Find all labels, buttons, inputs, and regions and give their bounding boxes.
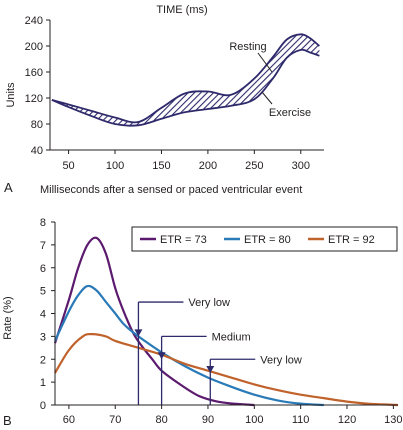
panel-b-legend: ETR = 73 ETR = 80 ETR = 92 [131, 226, 398, 252]
panel-b-y-axis-label: Rate (%) [2, 296, 14, 339]
legend-label-2: ETR = 92 [328, 234, 375, 246]
panel-b-y-tick-label: 1 [40, 377, 46, 389]
panel-b-y-tick-label: 7 [40, 240, 46, 252]
panel-a-axes: 40 80 120 160 200 240 50 100 150 200 250 300 [25, 15, 324, 172]
panel-b-x-tick-label: 80 [155, 414, 167, 426]
marker-label-1: Medium [212, 331, 251, 343]
panel-a-plot-area [51, 33, 320, 127]
panel-a-y-tick-label: 120 [25, 93, 43, 105]
series-line-etr-2 [54, 332, 399, 407]
panel-b-x-tick-label: 70 [109, 414, 121, 426]
panel-b-axes: 0 1 2 3 4 5 6 7 8 60 70 80 90 100 110 120 130 [40, 217, 403, 426]
panel-b-y-tick-label: 8 [40, 217, 46, 229]
panel-b-y-tick-label: 2 [40, 354, 46, 366]
resting-line [51, 33, 320, 124]
panel-a-y-axis-label: Units [5, 82, 17, 108]
panel-b-plot-area: Very low Medium Very low [53, 236, 399, 407]
marker-label-2: Very low [260, 354, 302, 366]
panel-b-x-tick-label: 120 [338, 414, 356, 426]
resting-exercise-band [51, 34, 320, 126]
panel-a-y-tick-label: 40 [31, 145, 43, 157]
marker-label-0: Very low [188, 297, 230, 309]
panel-b-y-tick-label: 0 [40, 400, 46, 412]
panel-a-y-tick-label: 80 [31, 119, 43, 131]
panel-a-y-tick-label: 160 [25, 67, 43, 79]
panel-a-x-tick-label: 50 [62, 160, 74, 172]
legend-label-0: ETR = 73 [160, 234, 207, 246]
panel-b-chart: Milliseconds after a sensed or paced ven… [2, 184, 403, 428]
panel-b-letter: B [3, 413, 12, 428]
series-line-etr-0 [53, 236, 255, 407]
legend-box [131, 226, 398, 252]
panel-b-x-tick-label: 130 [384, 414, 402, 426]
marker-arrow-2 [206, 365, 215, 373]
panel-a-chart: TIME (ms) Units 40 80 120 160 200 240 50 100 150… [4, 4, 324, 195]
panel-b-y-tick-label: 6 [40, 263, 46, 275]
marker-arrow-1 [157, 352, 166, 360]
panel-b-y-tick-label: 5 [40, 286, 46, 298]
panel-a-x-tick-label: 150 [152, 160, 170, 172]
resting-leader [257, 52, 273, 73]
panel-a-x-tick-label: 200 [199, 160, 217, 172]
legend-label-1: ETR = 80 [244, 234, 291, 246]
panel-a-letter: A [4, 180, 13, 195]
panel-b-x-tick-label: 110 [292, 414, 310, 426]
panel-b-title: Milliseconds after a sensed or paced ven… [40, 184, 302, 196]
panel-a-title: TIME (ms) [156, 4, 207, 16]
exercise-leader [261, 91, 273, 105]
panel-b-x-tick-label: 100 [245, 414, 263, 426]
panel-a-x-tick-label: 250 [245, 160, 263, 172]
exercise-line [51, 48, 320, 127]
marker-arrow-0 [134, 329, 143, 337]
panel-a-x-tick-label: 300 [292, 160, 310, 172]
panel-b-y-tick-label: 4 [40, 309, 46, 321]
panel-a-x-tick-label: 100 [106, 160, 124, 172]
panel-b-x-tick-label: 90 [202, 414, 214, 426]
exercise-label: Exercise [269, 107, 311, 119]
panel-a-y-tick-label: 200 [25, 41, 43, 53]
panel-b-y-tick-label: 3 [40, 331, 46, 343]
panel-a-y-tick-label: 240 [25, 15, 43, 27]
panel-b-x-tick-label: 60 [63, 414, 75, 426]
resting-label: Resting [229, 41, 266, 53]
